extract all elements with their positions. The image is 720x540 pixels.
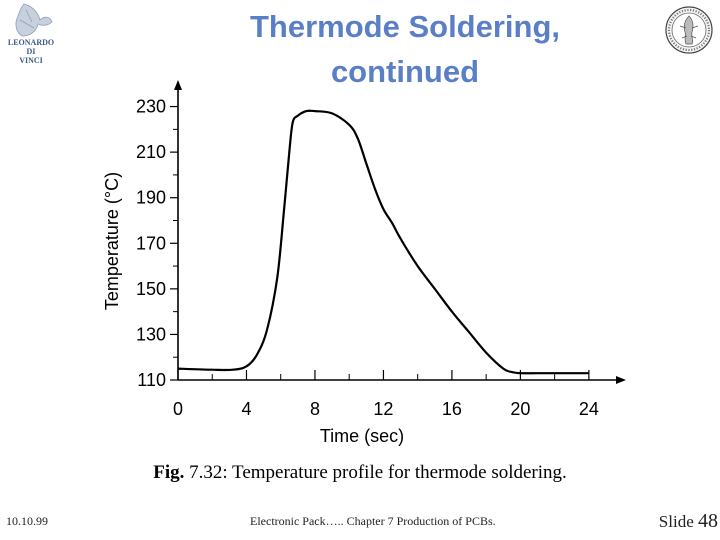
y-axis-arrow-icon	[174, 80, 182, 90]
y-tick-label: 130	[136, 324, 166, 344]
leonardo-logo-icon: LEONARDO DI VINCI	[8, 3, 54, 65]
x-axis-label: Time (sec)	[320, 426, 404, 446]
slide-title: Thermode Soldering, continued	[160, 4, 650, 94]
x-tick-label: 4	[241, 399, 251, 419]
footer-date: 10.10.99	[6, 514, 48, 528]
y-tick-label: 150	[136, 279, 166, 299]
leonardo-logo-word-2: DI	[27, 47, 36, 56]
leonardo-logo-word-1: LEONARDO	[8, 38, 54, 47]
temperature-series-line	[177, 109, 589, 375]
x-tick-label: 8	[310, 399, 320, 419]
slide-title-line-2: continued	[330, 54, 480, 89]
x-tick-label: 0	[173, 399, 183, 419]
x-tick-label: 20	[510, 399, 530, 419]
x-tick-label: 16	[442, 399, 462, 419]
y-axis: 110 130 150 170 190 210 230	[136, 80, 182, 390]
leonardo-logo-word-3: VINCI	[19, 56, 43, 65]
caption-text: 7.32: Temperature profile for thermode s…	[184, 462, 567, 483]
x-axis-arrow-icon	[616, 376, 626, 384]
y-tick-label: 110	[137, 370, 166, 390]
x-tick-label: 12	[373, 399, 393, 419]
university-seal-icon	[665, 6, 713, 54]
y-tick-label: 190	[136, 188, 166, 208]
y-tick-label: 170	[136, 233, 166, 253]
x-tick-label: 24	[579, 399, 599, 419]
slide-label: Slide	[658, 512, 694, 531]
caption-prefix: Fig.	[153, 462, 185, 483]
y-tick-label: 230	[136, 97, 166, 117]
figure-caption: Fig. 7.32: Temperature profile for therm…	[0, 462, 720, 484]
x-axis: 0 4 8 12 16 20 24	[173, 370, 626, 419]
footer-course-title: Electronic Pack….. Chapter 7 Production …	[250, 514, 496, 528]
slide-number-value: 48	[698, 510, 718, 532]
y-tick-label: 210	[136, 142, 166, 162]
slide-number: Slide 48	[640, 510, 718, 533]
slide-title-line-1: Thermode Soldering,	[249, 9, 561, 44]
y-axis-label: Temperature (°C)	[102, 172, 122, 310]
